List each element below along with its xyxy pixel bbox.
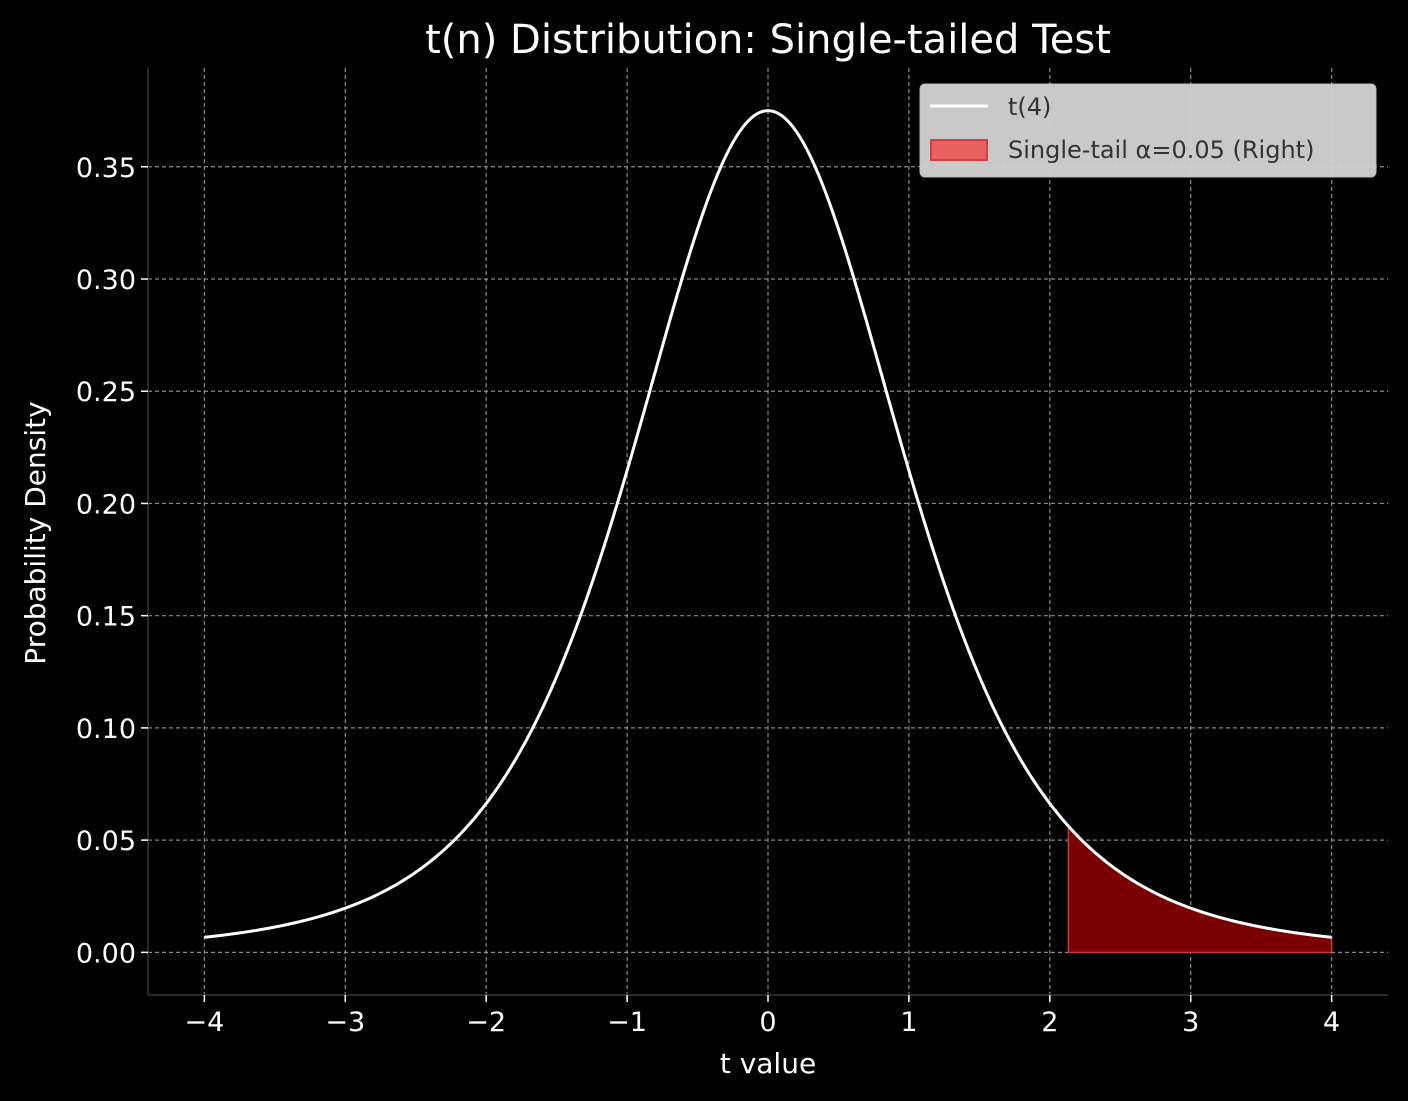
x-tick-label-2: −2 xyxy=(466,1007,506,1038)
x-tick-label-3: −1 xyxy=(607,1007,647,1038)
y-tick-label-5: 0.25 xyxy=(76,377,136,408)
x-axis-ticks: −4 −3 −2 −1 0 1 2 3 4 xyxy=(184,995,1340,1038)
x-tick-label-7: 3 xyxy=(1182,1007,1199,1038)
x-tick-label-1: −3 xyxy=(325,1007,365,1038)
x-tick-label-8: 4 xyxy=(1323,1007,1340,1038)
grid-lines xyxy=(148,68,1388,995)
y-tick-label-4: 0.20 xyxy=(76,489,136,520)
chart-title: t(n) Distribution: Single-tailed Test xyxy=(425,17,1111,63)
y-tick-label-3: 0.15 xyxy=(76,602,136,633)
legend: t(4) Single-tail α=0.05 (Right) xyxy=(919,83,1377,178)
y-axis-title: Probability Density xyxy=(19,401,52,664)
y-tick-label-2: 0.10 xyxy=(76,714,136,745)
y-tick-label-7: 0.35 xyxy=(76,153,136,184)
x-tick-label-4: 0 xyxy=(759,1007,776,1038)
legend-label-line: t(4) xyxy=(1008,93,1051,121)
legend-box xyxy=(919,83,1377,178)
y-tick-label-0: 0.00 xyxy=(76,938,136,969)
y-tick-label-6: 0.30 xyxy=(76,265,136,296)
y-axis-ticks: 0.00 0.05 0.10 0.15 0.20 0.25 0.30 0.35 xyxy=(76,153,148,969)
legend-label-area: Single-tail α=0.05 (Right) xyxy=(1008,136,1314,164)
legend-area-swatch xyxy=(930,139,988,161)
x-axis-title: t value xyxy=(720,1047,816,1080)
t4-density-line xyxy=(204,109,1332,939)
y-tick-label-1: 0.05 xyxy=(76,826,136,857)
x-tick-label-0: −4 xyxy=(184,1007,224,1038)
x-tick-label-5: 1 xyxy=(900,1007,917,1038)
x-tick-label-6: 2 xyxy=(1041,1007,1058,1038)
